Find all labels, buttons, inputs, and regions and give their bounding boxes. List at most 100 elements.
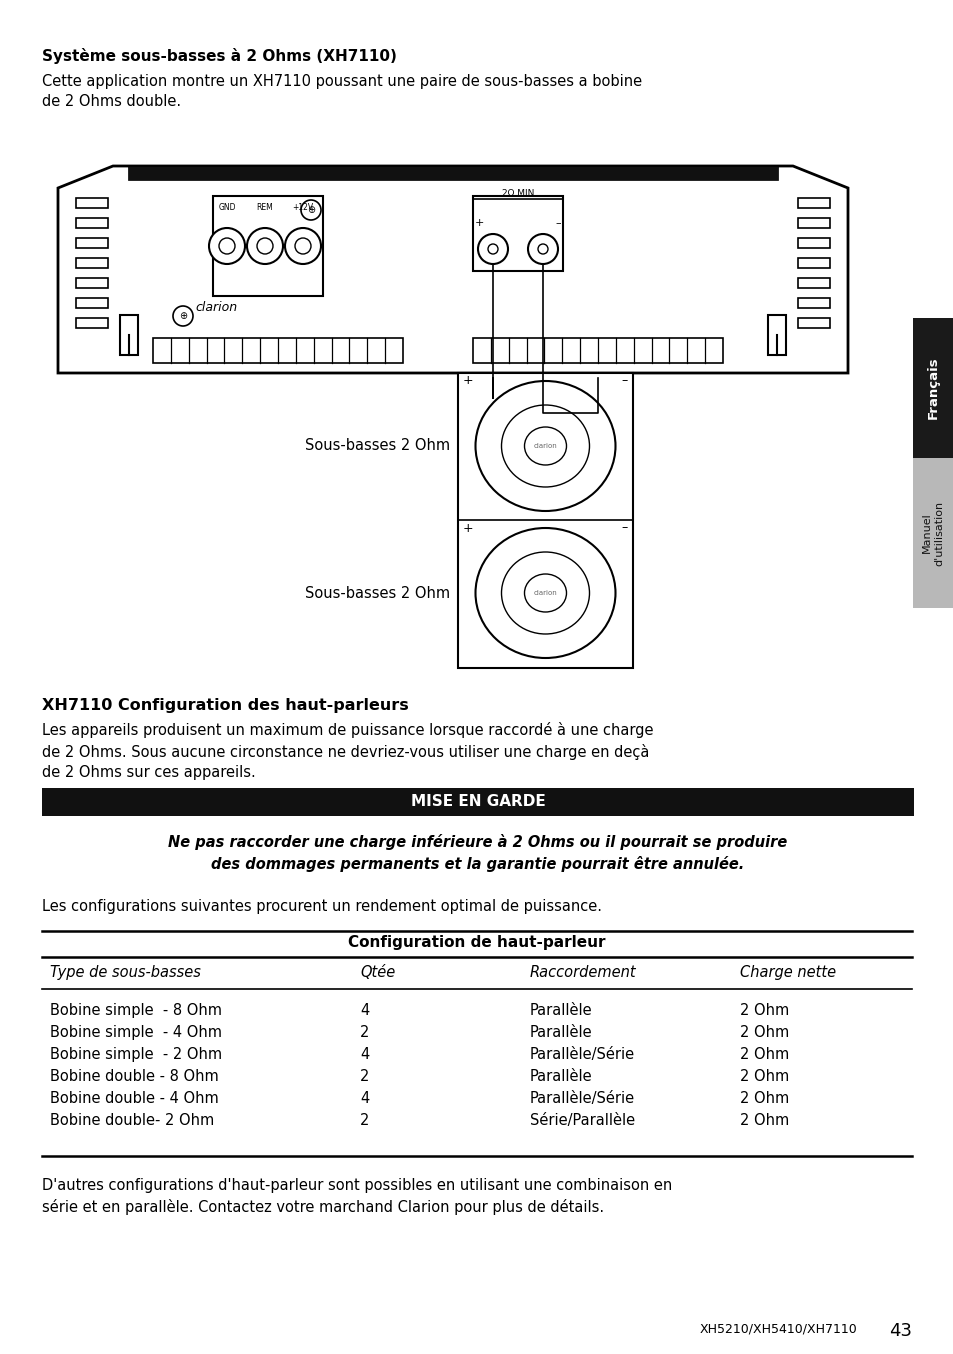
Text: XH7110 Configuration des haut-parleurs: XH7110 Configuration des haut-parleurs <box>42 699 408 714</box>
Text: Ne pas raccorder une charge inférieure à 2 Ohms ou il pourrait se produire
des d: Ne pas raccorder une charge inférieure à… <box>168 834 787 872</box>
Bar <box>797 198 829 209</box>
Bar <box>76 198 108 209</box>
Bar <box>767 315 785 355</box>
Text: 2: 2 <box>359 1025 369 1040</box>
Bar <box>797 238 829 248</box>
Text: Configuration de haut-parleur: Configuration de haut-parleur <box>348 936 605 951</box>
Text: 4: 4 <box>359 1003 369 1018</box>
Ellipse shape <box>524 427 566 464</box>
Text: 2: 2 <box>359 1070 369 1085</box>
Text: +: + <box>462 521 473 535</box>
Text: Français: Français <box>926 356 939 420</box>
Bar <box>797 318 829 328</box>
Text: Parallèle: Parallèle <box>530 1070 592 1085</box>
Bar <box>797 259 829 268</box>
Text: +12V: +12V <box>293 203 314 213</box>
Text: –: – <box>621 375 627 387</box>
Bar <box>457 372 633 668</box>
Circle shape <box>301 200 320 219</box>
Text: 2Ω MIN: 2Ω MIN <box>501 190 534 198</box>
Text: Charge nette: Charge nette <box>740 965 835 980</box>
Text: 2 Ohm: 2 Ohm <box>740 1091 788 1106</box>
Text: Parallèle: Parallèle <box>530 1003 592 1018</box>
Text: 2 Ohm: 2 Ohm <box>740 1025 788 1040</box>
Text: Manuel
d'utilisation: Manuel d'utilisation <box>922 501 943 566</box>
Bar <box>120 315 138 355</box>
Text: Qtée: Qtée <box>359 965 395 980</box>
Text: Système sous-basses à 2 Ohms (XH7110): Système sous-basses à 2 Ohms (XH7110) <box>42 47 396 64</box>
Bar <box>152 338 402 363</box>
Text: 43: 43 <box>888 1322 911 1340</box>
Bar <box>76 298 108 307</box>
Text: clarion: clarion <box>194 301 237 314</box>
Text: Bobine double - 8 Ohm: Bobine double - 8 Ohm <box>50 1070 218 1085</box>
Circle shape <box>294 238 311 255</box>
Bar <box>912 318 953 458</box>
Text: Sous-basses 2 Ohm: Sous-basses 2 Ohm <box>305 439 450 454</box>
Ellipse shape <box>475 528 615 658</box>
Ellipse shape <box>501 405 589 487</box>
Circle shape <box>247 227 283 264</box>
Text: Bobine simple  - 8 Ohm: Bobine simple - 8 Ohm <box>50 1003 222 1018</box>
Circle shape <box>488 244 497 255</box>
Circle shape <box>256 238 273 255</box>
Text: GND: GND <box>218 203 235 213</box>
Circle shape <box>172 306 193 326</box>
Ellipse shape <box>524 574 566 612</box>
Bar <box>76 238 108 248</box>
Text: –: – <box>621 521 627 535</box>
Text: 4: 4 <box>359 1091 369 1106</box>
Text: +: + <box>475 218 484 227</box>
Bar <box>473 196 562 271</box>
Text: Bobine simple  - 4 Ohm: Bobine simple - 4 Ohm <box>50 1025 222 1040</box>
Text: Parallèle/Série: Parallèle/Série <box>530 1091 635 1106</box>
Bar <box>213 196 323 297</box>
Text: 2 Ohm: 2 Ohm <box>740 1070 788 1085</box>
Circle shape <box>527 234 558 264</box>
Text: XH5210/XH5410/XH7110: XH5210/XH5410/XH7110 <box>700 1322 857 1335</box>
Text: 4: 4 <box>359 1047 369 1062</box>
Bar <box>797 278 829 288</box>
Circle shape <box>285 227 320 264</box>
Bar <box>76 278 108 288</box>
Text: Raccordement: Raccordement <box>530 965 636 980</box>
Text: Sous-basses 2 Ohm: Sous-basses 2 Ohm <box>305 585 450 601</box>
Bar <box>42 788 913 816</box>
Text: MISE EN GARDE: MISE EN GARDE <box>410 795 545 810</box>
Circle shape <box>209 227 245 264</box>
Text: REM: REM <box>256 203 274 213</box>
Ellipse shape <box>501 552 589 634</box>
Text: Parallèle/Série: Parallèle/Série <box>530 1047 635 1062</box>
Text: 2 Ohm: 2 Ohm <box>740 1003 788 1018</box>
Bar <box>912 458 953 608</box>
Circle shape <box>477 234 507 264</box>
Text: Les configurations suivantes procurent un rendement optimal de puissance.: Les configurations suivantes procurent u… <box>42 899 601 914</box>
Text: Type de sous-basses: Type de sous-basses <box>50 965 201 980</box>
Bar <box>128 167 778 180</box>
Text: clarion: clarion <box>533 590 557 596</box>
Text: 2 Ohm: 2 Ohm <box>740 1047 788 1062</box>
Circle shape <box>537 244 547 255</box>
Text: 2 Ohm: 2 Ohm <box>740 1113 788 1128</box>
Text: Les appareils produisent un maximum de puissance lorsque raccordé à une charge
d: Les appareils produisent un maximum de p… <box>42 722 653 780</box>
Text: Bobine double - 4 Ohm: Bobine double - 4 Ohm <box>50 1091 218 1106</box>
Circle shape <box>219 238 234 255</box>
Text: ⊕: ⊕ <box>179 311 187 321</box>
Ellipse shape <box>475 380 615 510</box>
Text: Cette application montre un XH7110 poussant une paire de sous-basses a bobine
de: Cette application montre un XH7110 pouss… <box>42 74 641 110</box>
Bar <box>473 338 722 363</box>
Text: Série/Parallèle: Série/Parallèle <box>530 1113 635 1128</box>
Text: Parallèle: Parallèle <box>530 1025 592 1040</box>
Bar <box>76 259 108 268</box>
Text: –: – <box>555 218 560 227</box>
Polygon shape <box>58 167 847 372</box>
Text: clarion: clarion <box>533 443 557 450</box>
Text: +: + <box>462 375 473 387</box>
Bar <box>76 318 108 328</box>
Bar <box>76 218 108 227</box>
Text: Bobine double- 2 Ohm: Bobine double- 2 Ohm <box>50 1113 214 1128</box>
Bar <box>797 298 829 307</box>
Text: D'autres configurations d'haut-parleur sont possibles en utilisant une combinais: D'autres configurations d'haut-parleur s… <box>42 1178 672 1215</box>
Text: 2: 2 <box>359 1113 369 1128</box>
Text: ⊕: ⊕ <box>307 204 314 215</box>
